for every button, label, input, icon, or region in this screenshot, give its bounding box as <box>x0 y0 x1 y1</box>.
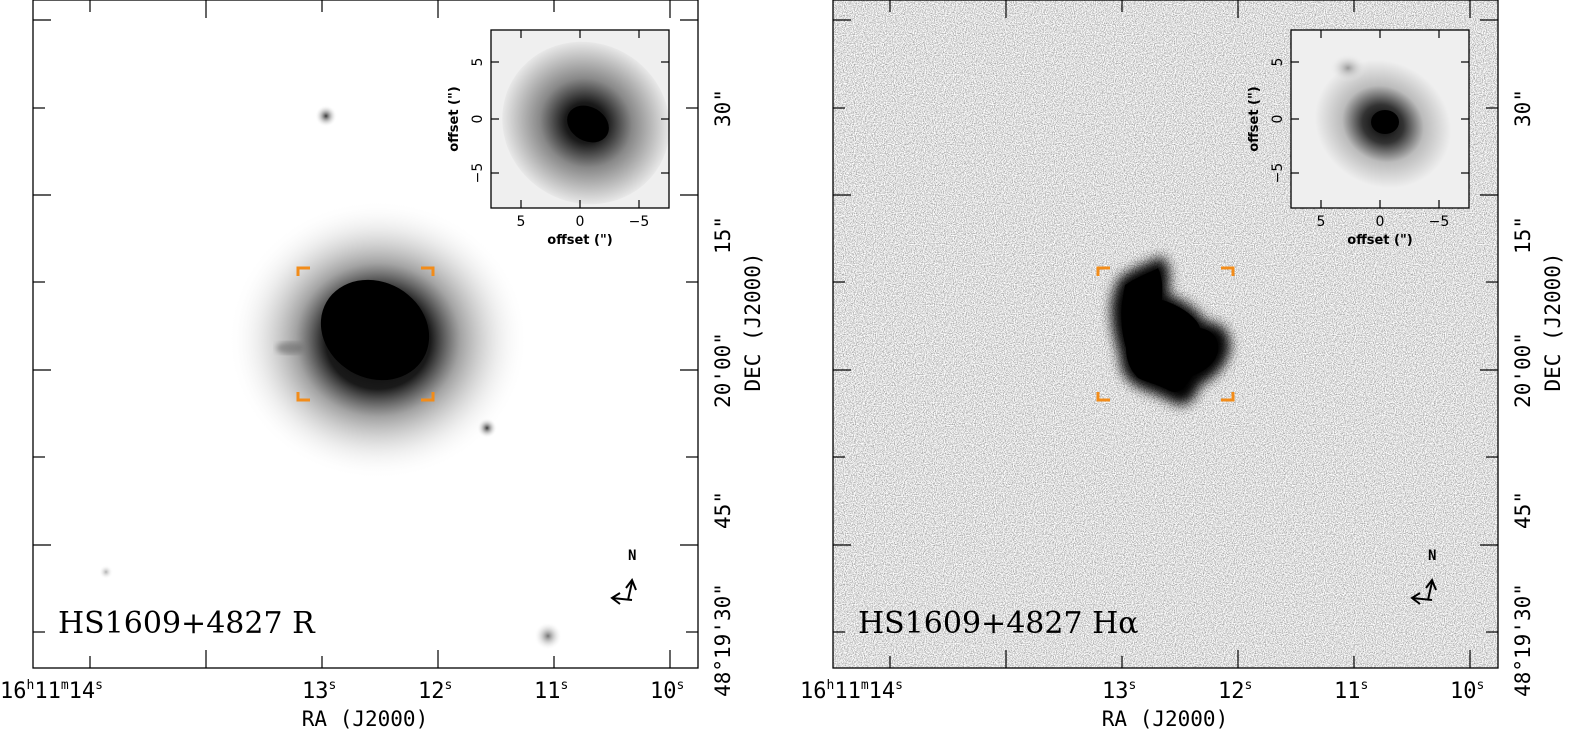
svg-text:0: 0 <box>1270 115 1286 124</box>
svg-text:−5: −5 <box>1429 214 1450 230</box>
panel-r-band: 16h11m14s 13s 12s 11s 10s RA (J2000) 30"… <box>0 0 780 741</box>
ra-tick-label: 11s <box>534 678 568 704</box>
plot-frame <box>832 0 1499 669</box>
inset-xlabel: offset (") <box>547 233 612 248</box>
dec-tick-label: 30" <box>711 89 735 127</box>
svg-text:N: N <box>628 548 636 564</box>
panel-halpha: 16h11m14s 13s 12s 11s 10s RA (J2000) 30"… <box>800 0 1580 741</box>
aperture-brackets <box>1096 266 1235 402</box>
dec-tick-label: 45" <box>711 491 735 529</box>
aperture-brackets <box>296 266 435 402</box>
svg-text:5: 5 <box>1317 214 1326 230</box>
svg-text:5: 5 <box>470 58 486 67</box>
svg-text:0: 0 <box>1376 214 1385 230</box>
galaxy-core <box>320 279 430 381</box>
svg-text:5: 5 <box>1270 58 1286 67</box>
dec-axis-label: DEC (J2000) <box>1541 252 1565 391</box>
ra-tick-label: 10s <box>1450 678 1484 704</box>
r-band-figure: 16h11m14s 13s 12s 11s 10s RA (J2000) 30"… <box>0 0 765 731</box>
svg-text:−5: −5 <box>1270 163 1286 184</box>
dec-tick-label: 15" <box>1511 216 1535 254</box>
zoom-inset: 5 0 −5 offset (") 5 0 −5 offset (") <box>447 29 670 248</box>
compass-arrow: N <box>1410 548 1437 605</box>
ra-ticks <box>889 0 1471 668</box>
ra-tick-label: 13s <box>302 678 336 704</box>
ra-tick-label: 10s <box>650 678 684 704</box>
dec-tick-label: 20'00" <box>1511 332 1535 408</box>
dec-tick-label: 20'00" <box>711 332 735 408</box>
halpha-figure: 16h11m14s 13s 12s 11s 10s RA (J2000) 30"… <box>800 0 1565 731</box>
svg-text:0: 0 <box>470 115 486 124</box>
zoom-inset: 5 0 −5 offset (") 5 0 −5 offset (") <box>1247 29 1470 248</box>
svg-text:−5: −5 <box>470 163 486 184</box>
panel-label: HS1609+4827 Hα <box>858 606 1139 641</box>
ra-tick-label: 12s <box>418 678 452 704</box>
dec-tick-label: 48°19'30" <box>1511 583 1535 697</box>
dec-tick-label: 45" <box>1511 491 1535 529</box>
svg-text:0: 0 <box>576 214 585 230</box>
dec-tick-label: 15" <box>711 216 735 254</box>
ra-tick-label: 12s <box>1218 678 1252 704</box>
svg-text:−5: −5 <box>629 214 650 230</box>
dec-axis-label: DEC (J2000) <box>741 252 765 391</box>
ra-axis-label: RA (J2000) <box>302 707 428 731</box>
ra-tick-label: 13s <box>1102 678 1136 704</box>
panel-label: HS1609+4827 R <box>58 606 316 641</box>
svg-text:5: 5 <box>517 214 526 230</box>
galaxy-knot <box>276 342 304 354</box>
dec-tick-label: 30" <box>1511 89 1535 127</box>
ra-tick-label: 16h11m14s <box>800 678 903 704</box>
field-star <box>477 418 497 438</box>
field-star <box>315 105 337 127</box>
ra-axis-label: RA (J2000) <box>1102 707 1228 731</box>
field-star <box>534 622 562 650</box>
ra-tick-label: 11s <box>1334 678 1368 704</box>
compass-arrow: N <box>610 548 637 605</box>
plot-frame <box>32 0 699 669</box>
ra-tick-label: 16h11m14s <box>0 678 103 704</box>
halpha-emission <box>1111 256 1231 405</box>
ra-ticks <box>89 0 671 668</box>
dec-tick-label: 48°19'30" <box>711 583 735 697</box>
inset-xlabel: offset (") <box>1347 233 1412 248</box>
svg-text:N: N <box>1428 548 1436 564</box>
inset-ylabel: offset (") <box>447 86 462 151</box>
dec-ticks <box>33 19 698 633</box>
field-star <box>99 565 113 579</box>
inset-ylabel: offset (") <box>1247 86 1262 151</box>
dec-ticks <box>833 19 1498 633</box>
